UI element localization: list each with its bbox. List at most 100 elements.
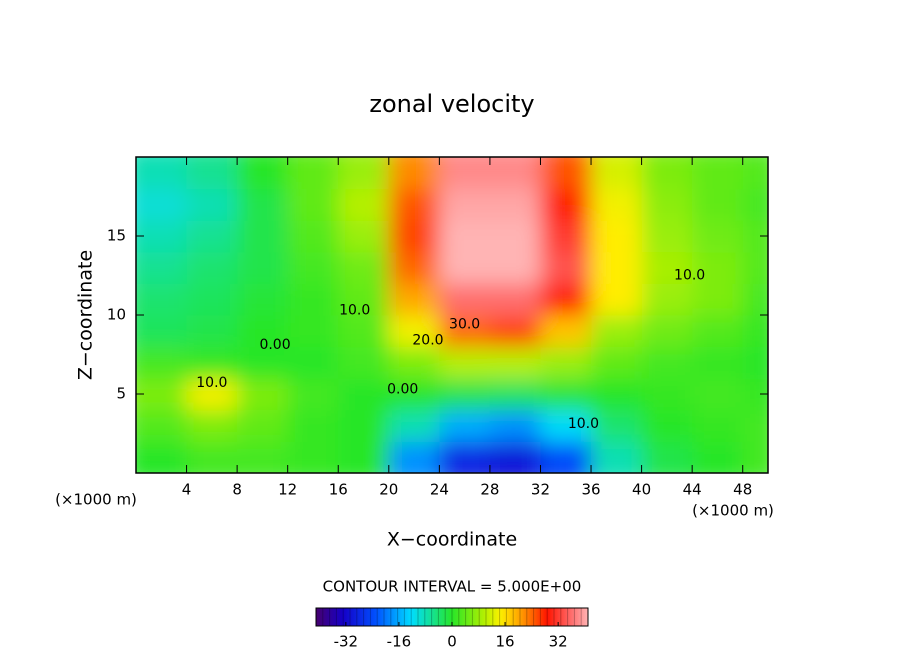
- overlay: 4 8 12 16 20 24 28 32 36 40 44 485101510.00.0010.03…: [107, 156, 769, 651]
- cell: [237, 409, 289, 442]
- cell: [489, 441, 541, 473]
- cell: [641, 315, 693, 348]
- cell: [692, 188, 744, 221]
- cell: [742, 346, 768, 379]
- cell: [136, 315, 188, 348]
- cell: [287, 441, 339, 473]
- cell: [489, 378, 541, 411]
- cell: [591, 346, 643, 379]
- cell: [388, 441, 440, 473]
- colorbar-tick-label: 16: [496, 633, 515, 651]
- cell: [591, 378, 643, 411]
- x-tick-label: 36: [581, 481, 600, 499]
- cell: [287, 157, 339, 190]
- y-tick-label: 5: [116, 385, 126, 403]
- cell: [439, 441, 491, 473]
- cell: [692, 378, 744, 411]
- x-axis-label: X−coordinate: [387, 529, 517, 551]
- cell: [338, 188, 390, 221]
- cell: [641, 157, 693, 190]
- cell: [388, 283, 440, 316]
- cell: [439, 283, 491, 316]
- contour-label: 10.0: [674, 268, 705, 284]
- cell: [237, 188, 289, 221]
- cell: [338, 409, 390, 442]
- cell: [287, 220, 339, 253]
- y-tick-label: 15: [107, 227, 126, 245]
- contour-label: 20.0: [412, 332, 443, 348]
- cell: [742, 188, 768, 221]
- cell: [439, 157, 491, 190]
- contour-interval: CONTOUR INTERVAL = 5.000E+00: [323, 578, 582, 596]
- x-tick-label: 44: [683, 481, 702, 499]
- cell: [439, 378, 491, 411]
- x-tick-label: 4: [182, 481, 192, 499]
- cell: [186, 220, 238, 253]
- x-unit: (×1000 m): [692, 502, 774, 520]
- x-tick-label: 12: [278, 481, 297, 499]
- cell: [186, 283, 238, 316]
- cell: [186, 315, 238, 348]
- cell: [136, 157, 188, 190]
- cell: [641, 220, 693, 253]
- cell: [692, 409, 744, 442]
- cell: [692, 251, 744, 284]
- cell: [237, 220, 289, 253]
- cell: [186, 251, 238, 284]
- x-tick-label: 20: [379, 481, 398, 499]
- cell: [287, 346, 339, 379]
- cell: [338, 441, 390, 473]
- cells: [136, 157, 768, 473]
- cell: [641, 251, 693, 284]
- x-tick-label: 48: [733, 481, 752, 499]
- cell: [136, 220, 188, 253]
- cell: [591, 220, 643, 253]
- cell: [338, 251, 390, 284]
- x-tick-label: 40: [632, 481, 651, 499]
- cell: [591, 188, 643, 221]
- cell: [388, 409, 440, 442]
- cell: [287, 315, 339, 348]
- cell: [287, 378, 339, 411]
- cell: [186, 441, 238, 473]
- x-tick-label: 32: [531, 481, 550, 499]
- field: [136, 157, 768, 473]
- cell: [237, 283, 289, 316]
- cell: [591, 409, 643, 442]
- cell: [692, 220, 744, 253]
- cell: [388, 378, 440, 411]
- cell: [136, 251, 188, 284]
- colorbar-tick-label: 32: [549, 633, 568, 651]
- cell: [237, 157, 289, 190]
- cell: [237, 378, 289, 411]
- cell: [287, 251, 339, 284]
- cell: [692, 315, 744, 348]
- cell: [287, 409, 339, 442]
- cell: [641, 283, 693, 316]
- cell: [439, 220, 491, 253]
- cell: [388, 157, 440, 190]
- cell: [388, 315, 440, 348]
- cell: [489, 188, 541, 221]
- cell: [540, 378, 592, 411]
- x-tick-label: 16: [329, 481, 348, 499]
- cell: [591, 157, 643, 190]
- cell: [287, 188, 339, 221]
- cell: [540, 409, 592, 442]
- cell: [237, 315, 289, 348]
- contour-label: 0.00: [387, 381, 418, 397]
- cell: [489, 283, 541, 316]
- cell: [439, 251, 491, 284]
- cell: [641, 409, 693, 442]
- cell: [489, 346, 541, 379]
- cell: [641, 188, 693, 221]
- cell: [186, 346, 238, 379]
- y-unit: (×1000 m): [55, 491, 137, 509]
- cell: [540, 283, 592, 316]
- cell: [641, 378, 693, 411]
- cell: [540, 315, 592, 348]
- cell: [742, 315, 768, 348]
- colorbar-tick-label: -16: [387, 633, 412, 651]
- contour-label: 10.0: [196, 375, 227, 391]
